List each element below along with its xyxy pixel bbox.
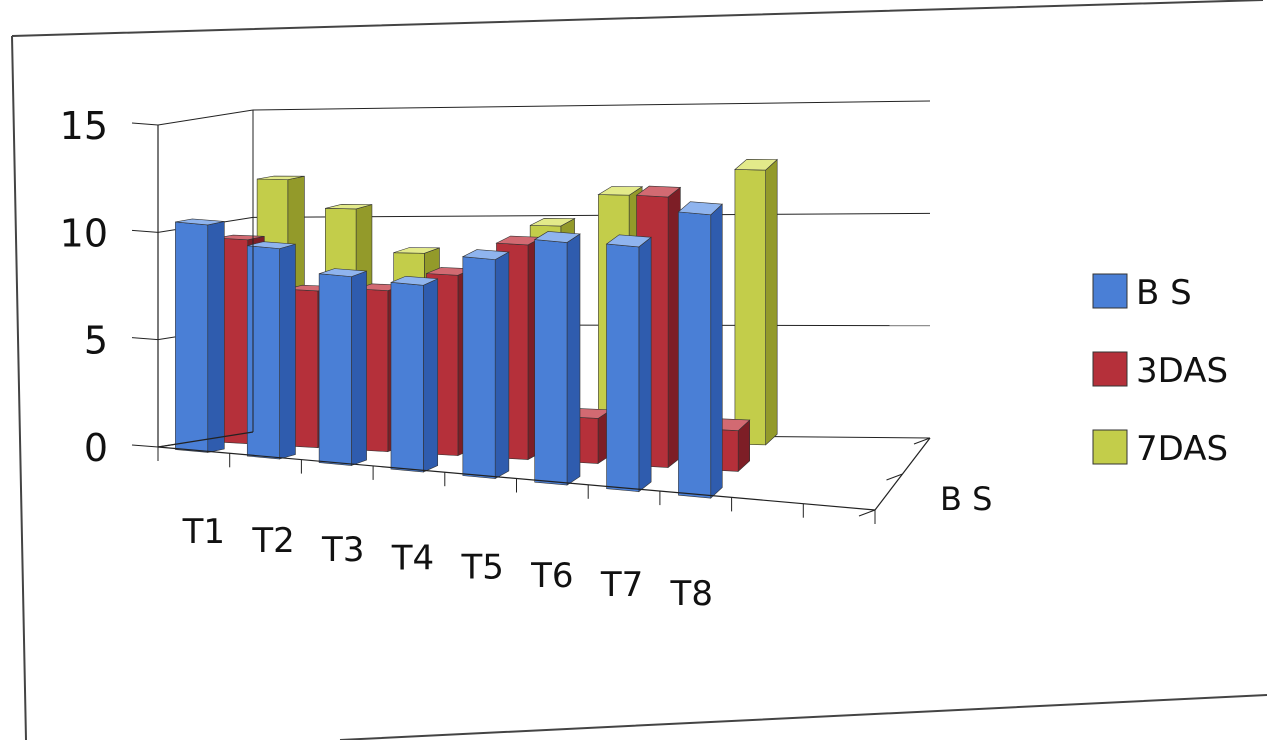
x-tick-label: T3 <box>321 530 364 570</box>
y-tick <box>131 122 159 126</box>
legend-label: 3DAS <box>1136 351 1228 391</box>
bar-bs-t1 <box>175 218 225 453</box>
y-tick <box>131 337 159 341</box>
x-tick-label: T5 <box>460 547 503 587</box>
frame-border <box>11 0 1267 741</box>
depth-tick <box>913 437 931 445</box>
bar-bs-t5 <box>461 249 510 480</box>
gridline <box>252 100 931 111</box>
y-tick <box>131 229 159 233</box>
bar-7das-t8 <box>734 158 778 446</box>
x-tick-label: T2 <box>251 521 294 561</box>
bars <box>175 158 778 499</box>
legend-item: 3DAS <box>1092 351 1228 391</box>
x-tick-label: T8 <box>670 574 713 614</box>
x-tick-label: T1 <box>182 512 225 552</box>
bar-bs-t3 <box>318 268 367 466</box>
floor-edge <box>157 431 254 448</box>
axis-labels: 0 5 10 15 T1 T2 T3 T4 T5 T6 T7 T8 B S <box>60 104 993 614</box>
bar-bs-t8 <box>677 201 723 499</box>
legend-item: 7DAS <box>1092 429 1228 469</box>
bar-bs-t6 <box>533 231 581 486</box>
x-tick-label: T4 <box>391 539 434 579</box>
legend-label: 7DAS <box>1136 429 1228 469</box>
legend-label: B S <box>1136 273 1192 313</box>
x-tick-label: T6 <box>530 556 573 596</box>
legend-swatch <box>1092 351 1128 387</box>
axes <box>131 110 931 524</box>
bar-bs-t7 <box>605 234 652 493</box>
legend: B S 3DAS 7DAS <box>1092 273 1228 469</box>
depth-axis-label: B S <box>940 480 992 518</box>
y-tick-label: 15 <box>60 104 108 148</box>
y-tick-label: 5 <box>84 319 108 363</box>
y-tick <box>131 444 159 448</box>
y-tick-label: 0 <box>84 426 108 470</box>
y-tick-label: 10 <box>60 211 108 255</box>
bar-bs-t2 <box>246 241 296 460</box>
legend-swatch <box>1092 273 1128 309</box>
depth-tick <box>886 473 903 481</box>
side-gridline <box>157 109 254 126</box>
legend-item: B S <box>1092 273 1192 313</box>
legend-swatch <box>1092 429 1128 465</box>
x-tick-label: T7 <box>600 565 643 605</box>
depth-tick <box>858 509 876 517</box>
bar-bs-t4 <box>390 275 439 473</box>
